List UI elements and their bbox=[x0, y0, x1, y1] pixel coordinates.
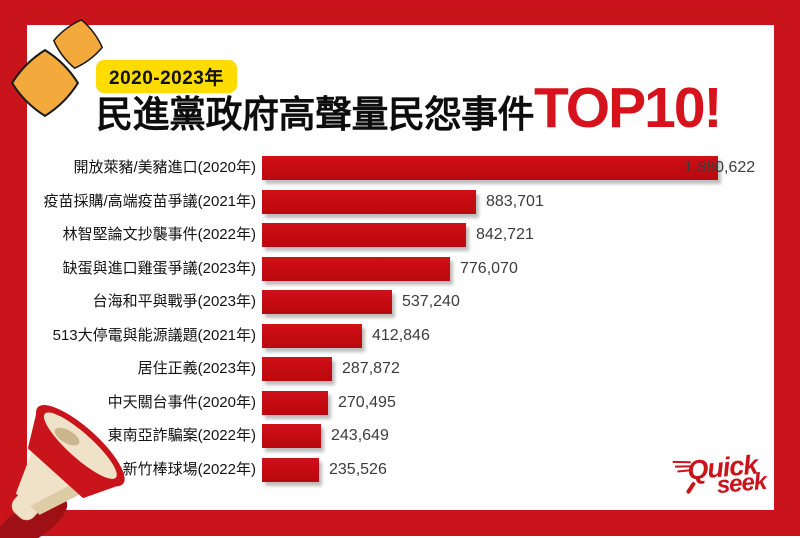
bar bbox=[262, 257, 450, 281]
sparkle-diamond-icon bbox=[10, 48, 80, 118]
bar-row: 居住正義(2023年) 287,872 bbox=[26, 357, 774, 381]
frame-right-border bbox=[774, 0, 800, 536]
category-label: 台海和平與戰爭(2023年) bbox=[92, 293, 256, 310]
value-label: 842,721 bbox=[476, 226, 534, 243]
category-label: 新竹棒球場(2022年) bbox=[122, 461, 256, 478]
bar-row: 中天關台事件(2020年) 270,495 bbox=[26, 391, 774, 415]
bar-row: 513大停電與能源議題(2021年) 412,846 bbox=[26, 324, 774, 348]
frame-bottom-border bbox=[0, 510, 800, 536]
bar bbox=[262, 156, 718, 180]
category-label: 居住正義(2023年) bbox=[137, 360, 256, 377]
bar-row: 台海和平與戰爭(2023年) 537,240 bbox=[26, 290, 774, 314]
sparkle-diamond-icon bbox=[52, 18, 104, 70]
bar bbox=[262, 391, 328, 415]
value-label: 270,495 bbox=[338, 394, 396, 411]
year-range-badge: 2020-2023年 bbox=[96, 60, 237, 93]
value-label: 287,872 bbox=[342, 360, 400, 377]
category-label: 開放萊豬/美豬進口(2020年) bbox=[73, 159, 256, 176]
category-label: 林智堅論文抄襲事件(2022年) bbox=[62, 226, 256, 243]
bar bbox=[262, 223, 466, 247]
value-label: 537,240 bbox=[402, 293, 460, 310]
title-text: 民進黨政府高聲量民怨事件 bbox=[96, 94, 535, 135]
logo-speedlines-icon bbox=[672, 460, 691, 473]
bar-row: 缺蛋與進口雞蛋爭議(2023年) 776,070 bbox=[26, 257, 774, 281]
category-label: 缺蛋與進口雞蛋爭議(2023年) bbox=[62, 260, 256, 277]
bar-row: 東南亞詐騙案(2022年) 243,649 bbox=[26, 424, 774, 448]
bar bbox=[262, 458, 319, 482]
bar-row: 疫苗採購/高端疫苗爭議(2021年) 883,701 bbox=[26, 190, 774, 214]
bar bbox=[262, 424, 321, 448]
value-label: 776,070 bbox=[460, 260, 518, 277]
value-label: 235,526 bbox=[329, 461, 387, 478]
bar-row: 林智堅論文抄襲事件(2022年) 842,721 bbox=[26, 223, 774, 247]
quickseek-logo: Quick seek bbox=[672, 447, 786, 503]
value-label: 243,649 bbox=[331, 427, 389, 444]
category-label: 東南亞詐騙案(2022年) bbox=[107, 427, 256, 444]
category-label: 疫苗採購/高端疫苗爭議(2021年) bbox=[43, 193, 256, 210]
title-top10-text: TOP10! bbox=[534, 76, 723, 140]
bar-row: 開放萊豬/美豬進口(2020年) 1,880,622 bbox=[26, 156, 774, 180]
page-title: 民進黨政府高聲量民怨事件 TOP10! bbox=[96, 76, 723, 140]
frame-top-border bbox=[0, 0, 800, 25]
bar bbox=[262, 190, 476, 214]
bar bbox=[262, 357, 332, 381]
value-label: 1,880,622 bbox=[684, 159, 756, 176]
megaphone-icon bbox=[0, 405, 125, 538]
category-label: 中天關台事件(2020年) bbox=[107, 394, 256, 411]
bar-row: 新竹棒球場(2022年) 235,526 bbox=[26, 458, 774, 482]
bar bbox=[262, 290, 392, 314]
value-label: 883,701 bbox=[486, 193, 544, 210]
value-label: 412,846 bbox=[372, 327, 430, 344]
bar-chart: 開放萊豬/美豬進口(2020年) 1,880,622 疫苗採購/高端疫苗爭議(202… bbox=[26, 156, 774, 486]
category-label: 513大停電與能源議題(2021年) bbox=[52, 327, 256, 344]
bar bbox=[262, 324, 362, 348]
